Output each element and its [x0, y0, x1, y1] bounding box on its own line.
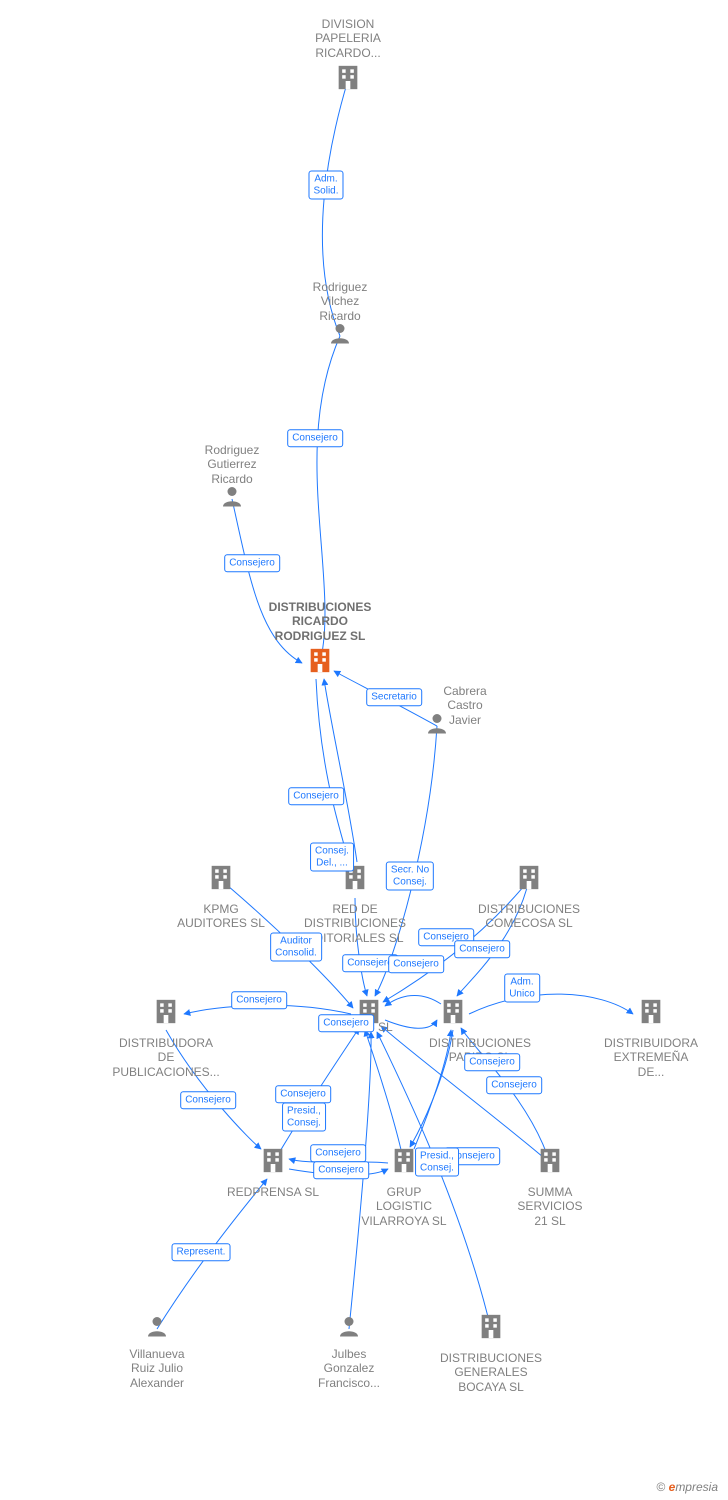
- edge-label: Adm.Solid.: [308, 171, 343, 200]
- building-icon[interactable]: [259, 1147, 287, 1180]
- building-icon[interactable]: [334, 64, 362, 97]
- node-label: Cabrera Castro Javier: [443, 684, 486, 727]
- edge-label: Consejero: [310, 1144, 366, 1162]
- building-icon[interactable]: [637, 998, 665, 1031]
- edge: [324, 679, 357, 862]
- node-label: SUMMA SERVICIOS 21 SL: [517, 1185, 582, 1228]
- building-icon[interactable]: [439, 998, 467, 1031]
- node-label: DISTRIBUCIONES RICARDO RODRIGUEZ SL: [269, 600, 372, 643]
- building-icon[interactable]: [306, 647, 334, 680]
- edge-label: Consejero: [180, 1091, 236, 1109]
- copyright-symbol: ©: [656, 1480, 665, 1494]
- edge-label: Consejero: [486, 1076, 542, 1094]
- node-label: Rodriguez Vilchez Ricardo: [313, 280, 368, 323]
- node-label: REDPRENSA SL: [227, 1185, 319, 1199]
- building-icon[interactable]: [536, 1147, 564, 1180]
- node-label: DISTRIBUIDORA EXTREMEÑA DE...: [604, 1036, 698, 1079]
- edge-label: Represent.: [172, 1243, 231, 1261]
- edge: [377, 1032, 491, 1329]
- edge-label: Consej.Del., ...: [310, 843, 354, 872]
- edge-label: Consejero: [313, 1161, 369, 1179]
- building-icon[interactable]: [390, 1147, 418, 1180]
- edge: [385, 995, 441, 1006]
- edge-label: Consejero: [231, 991, 287, 1009]
- edge-label: Consejero: [288, 787, 344, 805]
- edge: [385, 1020, 437, 1028]
- node-label: DISTRIBUIDORA DE PUBLICACIONES...: [112, 1036, 219, 1079]
- edge-label: Secr. NoConsej.: [386, 862, 434, 891]
- edge-label: Consejero: [454, 940, 510, 958]
- node-label: GRUP LOGISTIC VILARROYA SL: [361, 1185, 446, 1228]
- edge-label: Consejero: [287, 429, 343, 447]
- edge-label: Consejero: [318, 1014, 374, 1032]
- edge: [316, 679, 349, 862]
- node-label: DISTRIBUCIONES GENERALES BOCAYA SL: [440, 1351, 542, 1394]
- node-label: DIVISION PAPELERIA RICARDO...: [315, 17, 381, 60]
- node-label: KPMG AUDITORES SL: [177, 902, 265, 931]
- person-icon[interactable]: [145, 1315, 169, 1344]
- network-graph-svg: [0, 0, 728, 1500]
- copyright: © empresia: [656, 1480, 718, 1494]
- building-icon[interactable]: [152, 998, 180, 1031]
- person-icon[interactable]: [220, 485, 244, 514]
- edge-label: Presid.,Consej.: [282, 1103, 326, 1132]
- node-label: Julbes Gonzalez Francisco...: [318, 1347, 380, 1390]
- brand-rest: mpresia: [675, 1480, 718, 1494]
- person-icon[interactable]: [337, 1315, 361, 1344]
- edge-label: Presid.,Consej.: [415, 1148, 459, 1177]
- edge-label: Consejero: [388, 955, 444, 973]
- edge-label: Adm.Unico: [504, 974, 540, 1003]
- building-icon[interactable]: [207, 864, 235, 897]
- node-label: Rodriguez Gutierrez Ricardo: [205, 443, 260, 486]
- node-label: Villanueva Ruiz Julio Alexander: [129, 1347, 184, 1390]
- node-label: DISTRIBUCIONES COMECOSA SL: [478, 902, 580, 931]
- edge-label: Consejero: [275, 1085, 331, 1103]
- edge: [469, 994, 633, 1014]
- building-icon[interactable]: [515, 864, 543, 897]
- edge-label: Consejero: [224, 554, 280, 572]
- edge-label: Consejero: [464, 1053, 520, 1071]
- edge-label: Secretario: [366, 688, 422, 706]
- building-icon[interactable]: [477, 1313, 505, 1346]
- person-icon[interactable]: [328, 322, 352, 351]
- edge: [349, 1032, 371, 1329]
- edge-label: AuditorConsolid.: [270, 933, 322, 962]
